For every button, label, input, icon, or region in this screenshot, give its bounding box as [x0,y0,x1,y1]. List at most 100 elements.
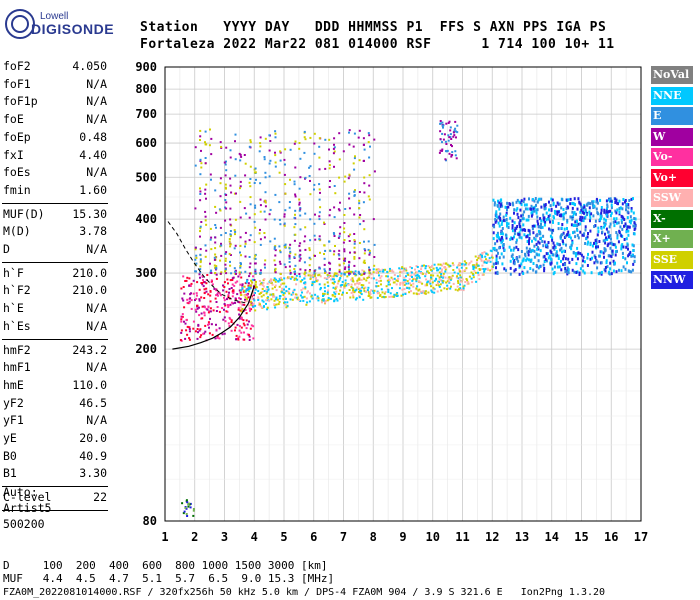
echo-dot [308,175,311,177]
echo-dot [633,221,636,225]
echo-dot [606,230,609,234]
echo-dot [214,241,217,244]
echo-dot [353,256,356,258]
echo-dot [363,191,366,194]
echo-dot [542,217,545,221]
echo-dot [498,246,501,250]
echo-dot [223,316,226,319]
echo-dot [600,226,603,230]
echo-dot [229,243,232,246]
echo-dot [595,197,598,201]
echo-dot [327,285,330,287]
echo-dot [547,241,550,244]
echo-dot [228,291,230,294]
echo-dot [357,270,360,273]
echo-dot [401,281,404,284]
echo-dot [239,315,242,318]
echo-dot [254,283,257,286]
echo-dot [343,231,346,234]
echo-dot [240,316,243,319]
echo-dot [257,299,260,301]
echo-dot [298,203,301,206]
echo-dot [439,283,442,286]
echo-dot [582,219,585,223]
echo-dot [492,237,495,241]
echo-dot [549,257,552,261]
echo-dot [313,183,316,186]
echo-dot [199,135,202,138]
echo-dot [518,222,521,226]
echo-dot [500,236,503,239]
plot-frame [164,66,642,522]
echo-dot [268,299,271,302]
echo-dot [439,130,442,133]
echo-dot [333,165,335,168]
echo-dot [275,278,278,281]
echo-dot [426,284,429,287]
echo-dot [390,276,393,279]
echo-dot [219,294,222,297]
echo-dot [186,515,189,517]
echo-dot [347,235,350,238]
echo-dot [283,246,286,249]
echo-dot [534,224,537,228]
echo-dot [220,254,223,257]
echo-dot [195,254,198,257]
echo-dot [421,272,424,275]
echo-dot [380,288,383,291]
echo-dot [309,218,312,221]
echo-dot [318,183,321,186]
echo-dot [243,331,245,334]
echo-dot [481,256,484,259]
echo-dot [341,293,344,296]
echo-dot [213,287,216,290]
echo-dot [449,126,452,129]
echo-dot [562,242,565,246]
echo-dot [273,279,275,282]
echo-dot [340,274,343,277]
echo-dot [335,290,338,293]
echo-dot [534,270,537,274]
echo-dot [450,285,452,288]
echo-dot [574,220,577,224]
echo-dot [532,268,535,272]
echo-dot [513,262,516,266]
echo-dot [204,192,207,195]
echo-dot [501,227,504,230]
echo-dot [230,329,233,332]
echo-dot [494,242,497,246]
echo-dot [352,294,355,297]
echo-dot [315,280,318,283]
echo-dot [478,268,481,270]
echo-dot [606,205,609,209]
echo-dot [632,244,635,248]
echo-dot [500,232,503,236]
echo-dot [475,280,478,283]
echo-dot [302,296,304,299]
echo-dot [569,215,572,219]
echo-dot [284,148,287,151]
echo-dot [289,271,292,274]
echo-dot [332,275,335,278]
echo-dot [318,235,321,238]
y-tick-label: 800 [135,82,157,96]
echo-dot [393,274,396,276]
logo-inner-ring-icon [11,15,29,33]
echo-dot [252,302,255,305]
echo-dot [190,308,193,310]
echo-dot [577,236,580,240]
echo-dot [199,336,202,339]
echo-dot [525,258,528,262]
echo-dot [372,271,375,274]
legend-item-ssw: SSW [651,189,693,207]
x-tick-label: 2 [191,530,198,544]
echo-dot [526,270,529,274]
param-name: h`F2 [3,283,31,298]
echo-dot [334,292,337,295]
echo-dot [194,258,197,261]
echo-dot [308,270,311,273]
echo-dot [402,279,405,282]
echo-dot [222,284,224,287]
echo-dot [318,283,321,286]
y-tick-label: 900 [135,60,157,74]
